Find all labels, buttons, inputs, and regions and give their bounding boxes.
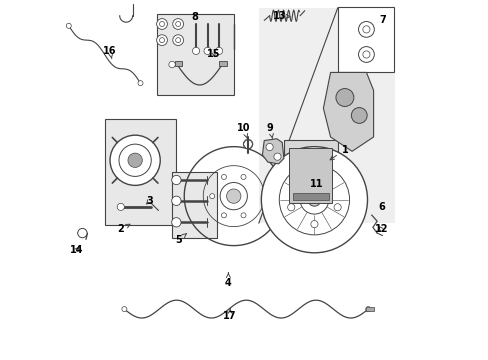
Circle shape <box>351 108 366 123</box>
Circle shape <box>310 221 317 228</box>
Text: 1: 1 <box>329 144 347 160</box>
Circle shape <box>226 189 241 203</box>
Bar <box>366 307 373 311</box>
Circle shape <box>221 175 226 180</box>
Text: 5: 5 <box>174 234 186 245</box>
Circle shape <box>119 144 151 176</box>
Circle shape <box>171 218 181 227</box>
Circle shape <box>358 22 373 37</box>
Circle shape <box>241 213 245 218</box>
Circle shape <box>215 47 222 54</box>
Text: 17: 17 <box>223 309 236 321</box>
Circle shape <box>241 175 245 180</box>
Circle shape <box>221 213 226 218</box>
Circle shape <box>171 196 181 206</box>
Circle shape <box>172 35 183 45</box>
Circle shape <box>296 176 303 184</box>
Bar <box>172 172 216 238</box>
Circle shape <box>128 153 142 167</box>
Circle shape <box>192 47 199 54</box>
Circle shape <box>287 204 294 211</box>
Bar <box>289 148 332 203</box>
Bar <box>284 140 338 208</box>
Circle shape <box>159 22 164 27</box>
Polygon shape <box>262 139 284 164</box>
Bar <box>156 14 234 95</box>
Text: 10: 10 <box>237 123 250 139</box>
Circle shape <box>122 307 126 312</box>
Circle shape <box>66 23 71 28</box>
Text: 11: 11 <box>309 179 322 189</box>
Bar <box>219 61 226 66</box>
Circle shape <box>261 147 367 253</box>
Text: 6: 6 <box>377 202 384 212</box>
Circle shape <box>209 194 214 199</box>
Circle shape <box>333 204 341 211</box>
Text: 14: 14 <box>70 245 83 255</box>
Circle shape <box>243 139 252 149</box>
Circle shape <box>335 89 353 107</box>
Circle shape <box>362 26 369 33</box>
Text: 8: 8 <box>191 12 198 22</box>
Circle shape <box>171 175 181 185</box>
Circle shape <box>325 176 332 184</box>
Circle shape <box>300 185 328 214</box>
Circle shape <box>365 307 370 312</box>
Circle shape <box>110 135 160 185</box>
Circle shape <box>78 228 87 238</box>
Circle shape <box>307 193 320 206</box>
Text: 3: 3 <box>146 196 153 206</box>
Text: 9: 9 <box>266 123 273 139</box>
Circle shape <box>168 61 175 68</box>
Circle shape <box>220 183 247 210</box>
Circle shape <box>279 165 349 235</box>
Circle shape <box>138 81 142 86</box>
Bar <box>292 193 328 200</box>
Polygon shape <box>258 8 394 223</box>
Text: 13: 13 <box>272 11 289 21</box>
Circle shape <box>172 19 183 30</box>
Text: 4: 4 <box>224 273 231 288</box>
Circle shape <box>159 38 164 42</box>
Circle shape <box>117 203 124 211</box>
Polygon shape <box>323 72 373 151</box>
Bar <box>338 7 394 72</box>
Circle shape <box>156 19 167 30</box>
Circle shape <box>358 46 373 62</box>
Text: 12: 12 <box>374 225 387 234</box>
Text: 2: 2 <box>117 224 130 234</box>
Text: 7: 7 <box>378 15 385 26</box>
Bar <box>174 61 182 66</box>
Circle shape <box>156 35 167 45</box>
Text: 16: 16 <box>103 46 117 59</box>
Bar <box>104 119 176 225</box>
Circle shape <box>265 143 273 150</box>
Circle shape <box>362 51 369 58</box>
Circle shape <box>273 153 281 160</box>
Circle shape <box>175 22 180 27</box>
Circle shape <box>175 38 180 42</box>
Circle shape <box>203 47 211 54</box>
Text: 15: 15 <box>207 49 220 59</box>
